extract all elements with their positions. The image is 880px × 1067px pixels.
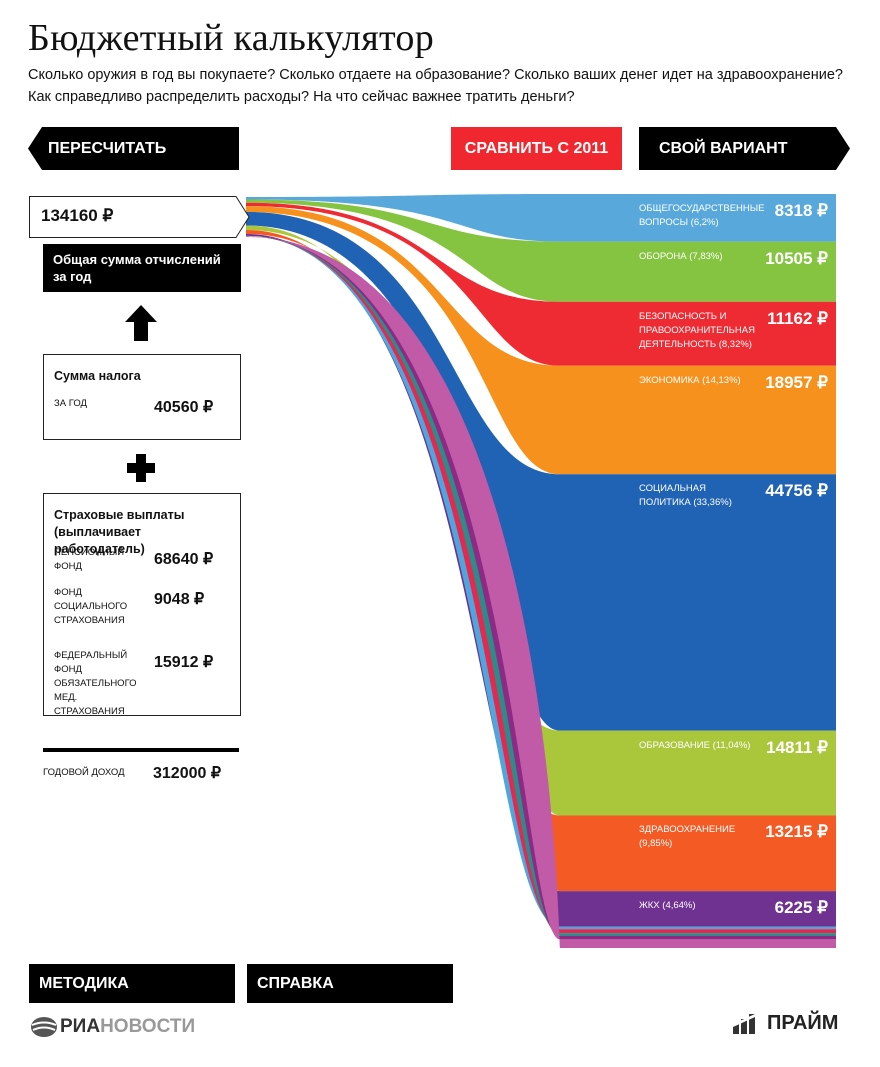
flow-band-6[interactable] bbox=[246, 229, 836, 892]
flow-band-3[interactable] bbox=[246, 206, 836, 475]
category-value-0: 8318 ₽ bbox=[774, 201, 828, 220]
category-label-5: ОБРАЗОВАНИЕ (11,04%) bbox=[639, 739, 751, 751]
page-title: Бюджетный калькулятор bbox=[28, 17, 435, 59]
prime-logo: ПРАЙМ bbox=[733, 1012, 838, 1035]
social-insurance-fund-label: ФОНД СОЦИАЛЬНОГО СТРАХОВАНИЯ bbox=[54, 587, 128, 626]
category-value-7: 6225 ₽ bbox=[774, 898, 828, 918]
social-insurance-fund-value: 9048 ₽ bbox=[154, 591, 205, 608]
total-sum-box: 134160 ₽ bbox=[29, 196, 250, 238]
flow-band-5[interactable] bbox=[246, 225, 836, 816]
ria-novosti-logo: РИА НОВОСТИ bbox=[30, 1016, 195, 1038]
category-value-3: 18957 ₽ bbox=[765, 372, 828, 392]
category-label-3: ЭКОНОМИКА (14,13%) bbox=[639, 374, 741, 386]
total-sum-value: 134160 ₽ bbox=[41, 206, 114, 225]
category-label-4: СОЦИАЛЬНАЯ ПОЛИТИКА (33,36%) bbox=[639, 483, 732, 509]
category-label-6: ЗДРАВООХРАНЕНИЕ (9,85%) bbox=[639, 824, 736, 850]
compare-2011-button-label: СРАВНИТЬ С 2011 bbox=[464, 139, 609, 157]
income-divider bbox=[43, 748, 239, 752]
medical-insurance-fund-value: 15912 ₽ bbox=[154, 654, 214, 671]
page-subtitle: Сколько оружия в год вы покупаете? Сколь… bbox=[28, 67, 843, 105]
annual-income-value: 312000 ₽ bbox=[153, 765, 222, 782]
flow-band-2[interactable] bbox=[246, 202, 836, 366]
annual-income-label: ГОДОВОЙ ДОХОД bbox=[43, 767, 125, 778]
tax-box: Сумма налога ЗА ГОД 40560 ₽ bbox=[43, 354, 241, 440]
compare-2011-button[interactable]: СРАВНИТЬ С 2011 bbox=[451, 127, 622, 170]
total-sum-box-shape bbox=[29, 196, 250, 238]
methodology-button[interactable]: МЕТОДИКА bbox=[29, 964, 235, 1003]
total-sum-caption: Общая сумма отчислений за год bbox=[43, 244, 241, 292]
prime-logo-text: ПРАЙМ bbox=[767, 1012, 839, 1034]
arrow-up-icon bbox=[125, 305, 157, 341]
flow-band-1[interactable] bbox=[246, 199, 836, 302]
pension-fund-value: 68640 ₽ bbox=[154, 551, 214, 568]
category-value-4: 44756 ₽ bbox=[765, 481, 828, 501]
category-value-5: 14811 ₽ bbox=[766, 737, 828, 757]
own-variant-button[interactable]: СВОЙ ВАРИАНТ bbox=[639, 127, 850, 170]
recalculate-button-label: ПЕРЕСЧИТАТЬ bbox=[48, 139, 167, 157]
flow-band-0[interactable] bbox=[246, 194, 836, 242]
prime-bars-icon bbox=[733, 1013, 755, 1034]
ria-logo-bold: РИА bbox=[60, 1016, 101, 1037]
category-label-0: ОБЩЕГОСУДАРСТВЕННЫЕ ВОПРОСЫ (6,2%) bbox=[639, 203, 765, 228]
flow-band-4[interactable] bbox=[246, 211, 836, 731]
category-label-2: БЕЗОПАСНОСТЬ И ПРАВООХРАНИТЕЛЬНАЯ ДЕЯТЕЛ… bbox=[639, 310, 755, 350]
category-label-7: ЖКХ (4,64%) bbox=[639, 900, 696, 912]
category-value-1: 10505 ₽ bbox=[765, 248, 828, 268]
reference-button-label: СПРАВКА bbox=[257, 974, 334, 992]
flow-band-minor-12[interactable] bbox=[246, 236, 836, 948]
category-label-1: ОБОРОНА (7,83%) bbox=[639, 250, 723, 262]
plus-icon bbox=[127, 454, 155, 482]
recalculate-button[interactable]: ПЕРЕСЧИТАТЬ bbox=[28, 127, 239, 170]
tax-value: 40560 ₽ bbox=[154, 399, 214, 416]
own-variant-button-label: СВОЙ ВАРИАНТ bbox=[659, 139, 788, 157]
insurance-box-title: Страховые выплаты (выплачивает работодат… bbox=[54, 508, 185, 556]
category-value-2: 11162 ₽ bbox=[767, 308, 828, 328]
tax-period-label: ЗА ГОД bbox=[54, 398, 87, 409]
reference-button[interactable]: СПРАВКА bbox=[247, 964, 453, 1003]
ria-logo-light: НОВОСТИ bbox=[100, 1016, 196, 1037]
category-value-6: 13215 ₽ bbox=[765, 822, 828, 842]
methodology-button-label: МЕТОДИКА bbox=[39, 974, 129, 992]
tax-box-title: Сумма налога bbox=[54, 369, 141, 383]
medical-insurance-fund-label: ФЕДЕРАЛЬНЫЙ ФОНД ОБЯЗАТЕЛЬНОГО МЕД. СТРА… bbox=[54, 650, 137, 717]
ria-globe-icon bbox=[31, 1017, 57, 1037]
pension-fund-label: ПЕНСИОННЫЙ ФОНД bbox=[54, 547, 125, 572]
insurance-box: Страховые выплаты (выплачивает работодат… bbox=[43, 493, 241, 717]
